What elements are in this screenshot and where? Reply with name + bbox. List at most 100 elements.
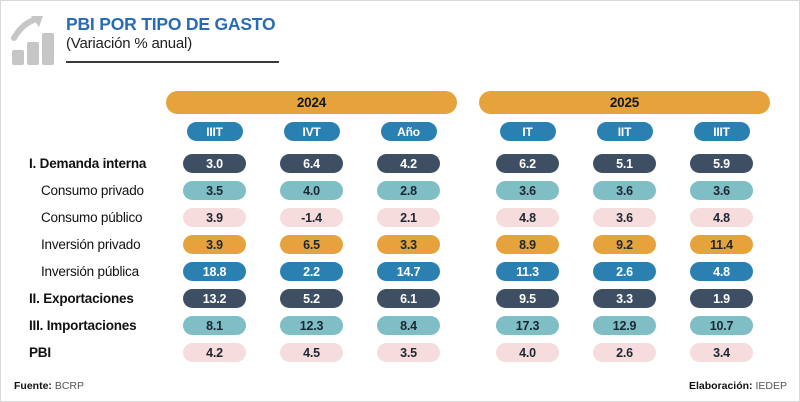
elaboration-value: IEDEP [755,380,787,392]
value-pill: 3.5 [183,181,246,200]
value-cell: 4.0 [263,181,360,200]
value-pill: 3.6 [593,181,656,200]
row-label: II. Exportaciones [29,291,134,306]
value-pill: 2.6 [593,262,656,281]
page-subtitle: (Variación % anual) [66,35,192,52]
value-cell: 13.2 [166,289,263,308]
value-cell: 2.1 [360,208,457,227]
quarter-pill: IIT [596,122,653,141]
row-label: Consumo privado [41,183,144,198]
row-label: Inversión pública [41,264,139,279]
value-cell: 3.9 [166,208,263,227]
value-cell: 11.4 [673,235,770,254]
value-pill: 6.5 [280,235,343,254]
value-cell: 12.9 [576,316,673,335]
value-pill: 6.4 [280,154,343,173]
value-pill: 9.5 [496,289,559,308]
value-pill: 2.8 [377,181,440,200]
source-label: Fuente: [14,380,52,392]
value-pill: 17.3 [496,316,559,335]
quarter-cell: IIT [576,122,673,141]
value-cell: 3.3 [576,289,673,308]
value-pill: 4.5 [280,343,343,362]
value-cell: 3.6 [576,181,673,200]
value-pill: 1.9 [690,289,753,308]
value-cell: 3.6 [673,181,770,200]
value-pill: 3.5 [377,343,440,362]
value-cell: 5.1 [576,154,673,173]
value-cell: 6.4 [263,154,360,173]
quarter-pill: IIIT [186,122,243,141]
value-cell: 18.8 [166,262,263,281]
value-cell: 4.8 [673,208,770,227]
value-pill: 6.2 [496,154,559,173]
value-pill: 4.8 [690,262,753,281]
value-pill: 3.0 [183,154,246,173]
row-label: PBI [29,345,51,360]
quarter-cell: IIIT [166,122,263,141]
value-cell: 3.9 [166,235,263,254]
value-pill: 8.4 [377,316,440,335]
value-pill: 3.3 [377,235,440,254]
row-label: III. Importaciones [29,318,137,333]
value-cell: 8.4 [360,316,457,335]
value-cell: 4.8 [479,208,576,227]
value-cell: 1.9 [673,289,770,308]
value-pill: 9.2 [593,235,656,254]
value-cell: 6.5 [263,235,360,254]
value-cell: 3.3 [360,235,457,254]
quarter-pill: IIIT [693,122,750,141]
value-pill: 11.4 [690,235,753,254]
value-cell: 5.9 [673,154,770,173]
quarter-pill: Año [380,122,437,141]
value-cell: 3.6 [576,208,673,227]
header: PBI POR TIPO DE GASTO (Variación % anual… [1,1,799,66]
value-pill: 8.1 [183,316,246,335]
value-cell: 4.5 [263,343,360,362]
elaboration-label: Elaboración: [688,380,753,392]
value-pill: 3.3 [593,289,656,308]
year-pill: 2024 [166,91,457,114]
quarter-cell: IT [479,122,576,141]
value-cell: 3.5 [166,181,263,200]
value-cell: -1.4 [263,208,360,227]
value-pill: 4.2 [183,343,246,362]
value-cell: 10.7 [673,316,770,335]
value-cell: 3.5 [360,343,457,362]
value-pill: 12.9 [593,316,656,335]
value-pill: 3.4 [690,343,753,362]
quarter-pill: IVT [283,122,340,141]
quarter-cell: IVT [263,122,360,141]
elaboration-note: Elaboración: IEDEP [689,380,787,392]
value-pill: 3.6 [593,208,656,227]
row-label: I. Demanda interna [29,156,147,171]
value-pill: 2.2 [280,262,343,281]
value-cell: 11.3 [479,262,576,281]
page-title: PBI POR TIPO DE GASTO [66,14,276,34]
value-pill: 2.6 [593,343,656,362]
value-pill: 4.2 [377,154,440,173]
value-cell: 4.0 [479,343,576,362]
value-pill: 5.1 [593,154,656,173]
quarter-pill: IT [499,122,556,141]
value-cell: 4.2 [166,343,263,362]
value-cell: 6.2 [479,154,576,173]
year-pill: 2025 [479,91,770,114]
value-cell: 8.1 [166,316,263,335]
footer: Fuente: BCRP Elaboración: IEDEP [14,380,787,392]
value-cell: 2.2 [263,262,360,281]
value-pill: 18.8 [183,262,246,281]
value-cell: 9.5 [479,289,576,308]
value-cell: 2.8 [360,181,457,200]
value-pill: 2.1 [377,208,440,227]
value-cell: 4.8 [673,262,770,281]
value-cell: 2.6 [576,262,673,281]
value-cell: 8.9 [479,235,576,254]
row-label: Inversión privado [41,237,141,252]
value-cell: 9.2 [576,235,673,254]
pbi-table: 2024 2025 IIIT IVT Año IT IIT IIIT I. Demanda in… [14,91,770,366]
value-pill: 3.6 [690,181,753,200]
header-text: PBI POR TIPO DE GASTO (Variación % anual… [66,14,279,63]
value-pill: 4.8 [690,208,753,227]
